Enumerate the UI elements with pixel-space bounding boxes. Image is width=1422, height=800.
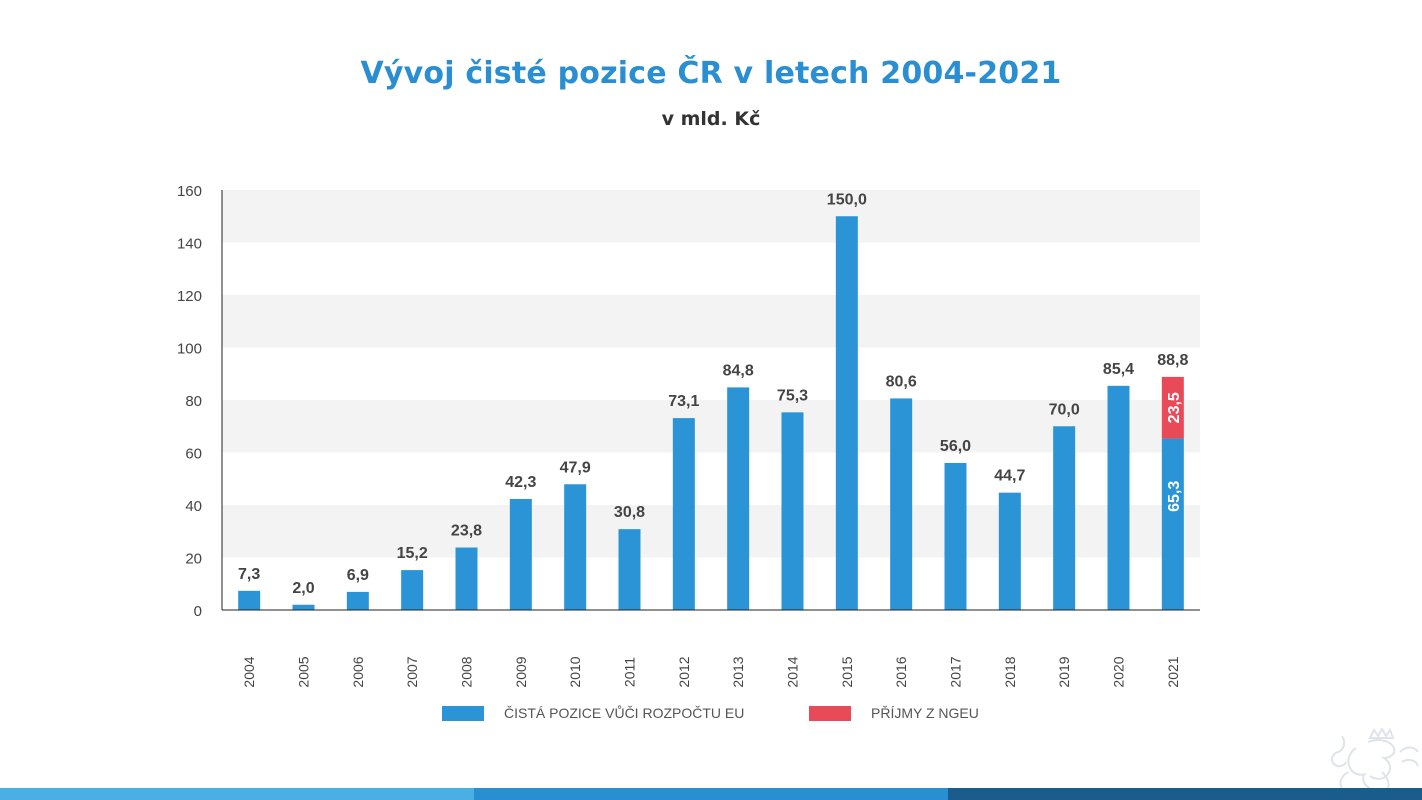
grid-band [222, 505, 1200, 558]
bar [455, 547, 478, 610]
bar [672, 418, 695, 610]
y-tick-label: 60 [185, 446, 202, 463]
legend-label: PŘÍJMY Z NGEU [871, 705, 979, 721]
bar [835, 216, 858, 610]
data-label: 70,0 [1049, 401, 1080, 418]
y-tick-label: 160 [177, 183, 202, 200]
bar [401, 570, 424, 610]
footer-stripe [474, 788, 948, 800]
grid-bands [222, 190, 1200, 558]
axes [221, 190, 1200, 611]
x-tick-label: 2019 [1056, 656, 1072, 687]
x-tick-label: 2012 [676, 656, 692, 687]
chart-title: Vývoj čisté pozice ČR v letech 2004-2021 [360, 56, 1062, 91]
footer-stripe [0, 788, 474, 800]
footer-stripe [948, 788, 1422, 800]
value-labels: 7,3 2,0 6,9 15,2 23,8 42,3 47,9 30,8 73,1 84,8 75,… [238, 191, 1188, 597]
legend-swatch-blue [442, 705, 484, 721]
bar [1107, 385, 1130, 610]
bar [1053, 426, 1076, 610]
y-tick-label: 80 [185, 393, 202, 410]
data-label: 15,2 [397, 545, 428, 562]
bar [727, 387, 750, 610]
x-tick-label: 2021 [1165, 656, 1181, 687]
y-axis-ticks: 0 20 40 60 80 100 120 140 160 [177, 183, 202, 620]
x-tick-label: 2004 [241, 656, 257, 687]
chart-subtitle: v mld. Kč [661, 108, 761, 130]
x-tick-label: 2011 [622, 657, 638, 687]
bar [564, 484, 587, 610]
segment-label: 65,3 [1166, 481, 1183, 512]
y-tick-label: 40 [185, 498, 202, 515]
grid-band [222, 190, 1200, 243]
y-tick-label: 100 [177, 341, 202, 358]
x-tick-label: 2016 [893, 656, 909, 687]
legend-item-net-position: ČISTÁ POZICE VŮČI ROZPOČTU EU [442, 703, 744, 723]
lion-emblem-icon [1330, 728, 1419, 789]
bar [238, 590, 261, 610]
x-tick-label: 2009 [513, 656, 529, 687]
data-label: 44,7 [994, 468, 1025, 485]
legend-swatch-red [809, 705, 851, 721]
data-label: 2,0 [292, 580, 314, 597]
data-label: 47,9 [560, 459, 591, 476]
bar [292, 604, 315, 610]
x-tick-label: 2014 [785, 656, 801, 687]
data-label: 88,8 [1157, 352, 1188, 369]
data-label: 73,1 [668, 393, 699, 410]
data-label: 85,4 [1103, 361, 1134, 378]
x-tick-label: 2007 [404, 656, 420, 687]
bar [346, 591, 369, 610]
x-tick-label: 2008 [459, 656, 475, 687]
x-tick-label: 2005 [296, 656, 312, 687]
bars [238, 216, 1184, 610]
bar [509, 498, 532, 610]
data-label: 80,6 [886, 373, 917, 390]
data-label: 23,8 [451, 523, 482, 540]
x-tick-label: 2006 [350, 656, 366, 687]
legend-item-ngeu: PŘÍJMY Z NGEU [809, 703, 979, 723]
data-label: 6,9 [347, 567, 369, 584]
segment-label: 23,5 [1166, 392, 1183, 423]
grid-band [222, 295, 1200, 348]
data-label: 150,0 [827, 191, 867, 208]
x-tick-label: 2017 [948, 656, 964, 687]
bar [998, 492, 1021, 610]
bar [944, 463, 967, 610]
bar [890, 398, 913, 610]
x-axis-ticks: 2004 2005 2006 2007 2008 2009 2010 2011 2012 2013… [241, 656, 1181, 687]
x-tick-label: 2013 [730, 656, 746, 687]
x-tick-label: 2018 [1002, 656, 1018, 687]
x-tick-label: 2020 [1111, 656, 1127, 687]
data-label: 42,3 [505, 474, 536, 491]
bar [618, 529, 641, 610]
y-tick-label: 140 [177, 236, 202, 253]
grid-band [222, 400, 1200, 453]
y-tick-label: 0 [194, 603, 202, 620]
data-label: 56,0 [940, 438, 971, 455]
bar-ngeu [1161, 376, 1184, 439]
bar [781, 412, 804, 610]
data-label: 7,3 [238, 566, 260, 583]
x-tick-label: 2010 [567, 656, 583, 687]
footer-bar [0, 788, 1422, 800]
bar [1161, 438, 1184, 610]
y-tick-label: 20 [185, 551, 202, 568]
y-tick-label: 120 [177, 288, 202, 305]
data-label: 30,8 [614, 504, 645, 521]
x-tick-label: 2015 [839, 656, 855, 687]
data-label: 75,3 [777, 387, 808, 404]
data-label: 84,8 [723, 362, 754, 379]
legend-label: ČISTÁ POZICE VŮČI ROZPOČTU EU [504, 705, 745, 721]
